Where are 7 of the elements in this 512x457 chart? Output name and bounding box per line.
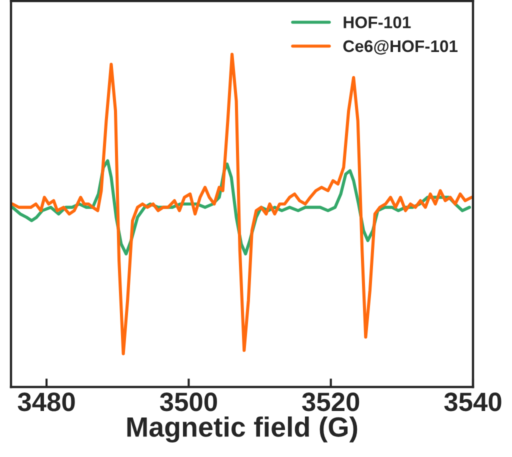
x-tick-label: 3500: [160, 392, 217, 412]
legend-label: Ce6@HOF-101: [343, 40, 458, 55]
x-tick-label: 3540: [444, 392, 502, 412]
x-axis-title: Magnetic field (G): [127, 416, 358, 442]
legend-label: HOF-101: [344, 16, 411, 28]
x-tick-label: 3480: [18, 392, 75, 412]
x-tick-label: 3520: [302, 392, 360, 412]
